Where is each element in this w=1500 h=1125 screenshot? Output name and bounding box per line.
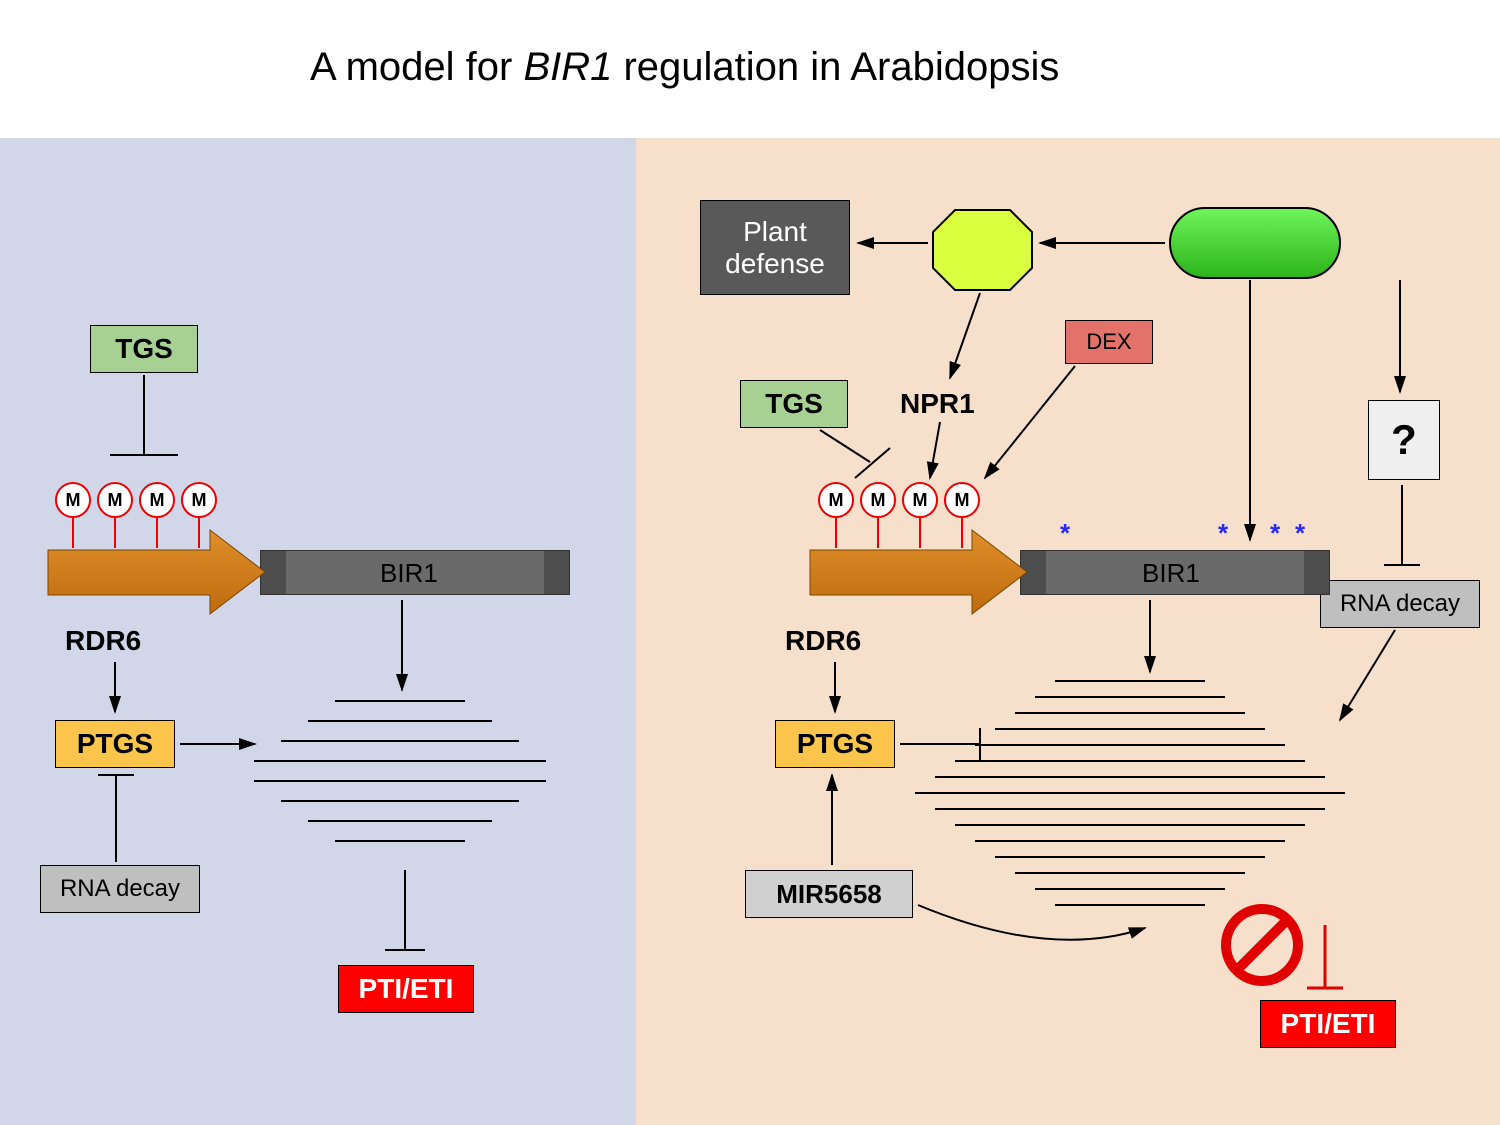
npr1-label: NPR1 bbox=[900, 388, 975, 420]
m-stem bbox=[156, 518, 158, 548]
rna-line bbox=[335, 840, 465, 842]
question-box: ? bbox=[1368, 400, 1440, 480]
rna-line bbox=[335, 700, 465, 702]
star-icon: * bbox=[1270, 518, 1280, 549]
page-title: A model for BIR1 regulation in Arabidops… bbox=[310, 45, 1059, 90]
rdr6-label-right: RDR6 bbox=[785, 625, 861, 657]
rna-line bbox=[1035, 888, 1225, 890]
tgs-box-left: TGS bbox=[90, 325, 198, 373]
m-stem bbox=[198, 518, 200, 548]
rna-line bbox=[915, 792, 1345, 794]
star-icon: * bbox=[1218, 518, 1228, 549]
rna-line bbox=[281, 800, 520, 802]
rna-line bbox=[995, 728, 1265, 730]
rna-line bbox=[1055, 680, 1205, 682]
m-stem bbox=[919, 518, 921, 548]
rna-line bbox=[1055, 904, 1205, 906]
diagram-canvas: A model for BIR1 regulation in Arabidops… bbox=[0, 0, 1500, 1125]
rna-line bbox=[935, 808, 1325, 810]
m-circle: M bbox=[55, 482, 91, 518]
rnadecay-box-left: RNA decay bbox=[40, 865, 200, 913]
rna-line bbox=[308, 820, 492, 822]
title-pre: A model for bbox=[310, 45, 523, 89]
title-post: regulation in Arabidopsis bbox=[612, 45, 1059, 89]
m-circle: M bbox=[860, 482, 896, 518]
star-icon: * bbox=[1060, 518, 1070, 549]
plant-defense-box: Plant defense bbox=[700, 200, 850, 295]
pti-eti-box-left: PTI/ETI bbox=[338, 965, 474, 1013]
m-circle: M bbox=[902, 482, 938, 518]
ptgs-box-right: PTGS bbox=[775, 720, 895, 768]
star-icon: * bbox=[1295, 518, 1305, 549]
mir5658-box: MIR5658 bbox=[745, 870, 913, 918]
title-italic: BIR1 bbox=[523, 45, 612, 89]
rna-line bbox=[308, 720, 492, 722]
m-circle: M bbox=[181, 482, 217, 518]
rna-line bbox=[975, 840, 1285, 842]
m-stem bbox=[114, 518, 116, 548]
rna-line bbox=[955, 824, 1305, 826]
virus-label: VIRUS bbox=[1202, 224, 1294, 258]
m-circle: M bbox=[818, 482, 854, 518]
pti-eti-box-right: PTI/ETI bbox=[1260, 1000, 1396, 1048]
rdr6-label-left: RDR6 bbox=[65, 625, 141, 657]
rna-line bbox=[254, 760, 547, 762]
m-circle: M bbox=[139, 482, 175, 518]
rna-line bbox=[995, 856, 1265, 858]
rna-line bbox=[254, 780, 547, 782]
m-circle: M bbox=[944, 482, 980, 518]
m-stem bbox=[961, 518, 963, 548]
rna-line bbox=[1035, 696, 1225, 698]
rna-line bbox=[935, 776, 1325, 778]
rna-line bbox=[955, 760, 1305, 762]
sa-label: SA bbox=[962, 226, 1004, 260]
m-stem bbox=[877, 518, 879, 548]
rnadecay-box-right: RNA decay bbox=[1320, 580, 1480, 628]
rna-line bbox=[281, 740, 520, 742]
tgs-box-right: TGS bbox=[740, 380, 848, 428]
rna-line bbox=[1015, 872, 1245, 874]
bir1-label-right: BIR1 bbox=[1142, 558, 1200, 589]
bir1-label-left: BIR1 bbox=[380, 558, 438, 589]
m-stem bbox=[72, 518, 74, 548]
ptgs-box-left: PTGS bbox=[55, 720, 175, 768]
dex-box: DEX bbox=[1065, 320, 1153, 364]
rna-line bbox=[975, 744, 1285, 746]
rna-line bbox=[1015, 712, 1245, 714]
m-stem bbox=[835, 518, 837, 548]
m-circle: M bbox=[97, 482, 133, 518]
